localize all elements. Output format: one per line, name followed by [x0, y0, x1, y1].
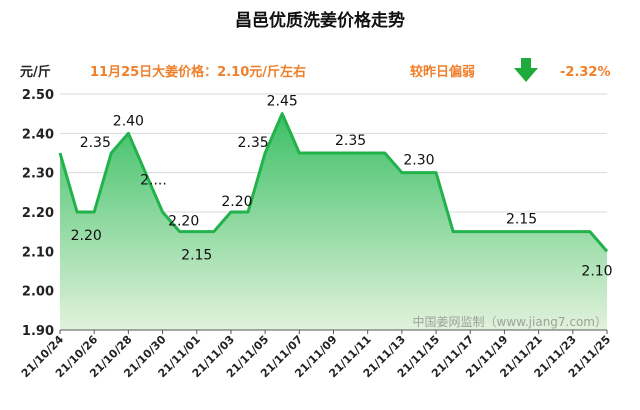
x-axis: 21/10/2421/10/2621/10/2821/10/3021/11/01…: [19, 330, 613, 380]
data-labels: 2.202.352.402....2.202.152.202.352.452.3…: [71, 94, 613, 280]
data-label: 2....: [140, 173, 167, 189]
y-tick-label: 2.40: [22, 127, 54, 142]
data-label: 2.10: [581, 263, 612, 279]
data-label: 2.45: [267, 94, 298, 110]
y-tick-label: 2.50: [22, 88, 54, 103]
change-percent: -2.32%: [560, 65, 611, 80]
compare-label: 较昨日偏弱: [410, 64, 475, 80]
price-info: 11月25日大姜价格：2.10元/斤左右: [90, 64, 306, 80]
y-tick-label: 2.20: [22, 206, 54, 221]
price-area: [60, 113, 607, 330]
watermark: 中国姜网监制（www.jiang7.com）: [413, 314, 607, 329]
price-line: [58, 112, 609, 253]
data-label: 2.15: [181, 248, 212, 264]
data-label: 2.35: [80, 135, 111, 151]
y-tick-label: 2.00: [22, 285, 54, 300]
data-label: 2.15: [506, 212, 537, 228]
y-tick-label: 2.30: [22, 167, 54, 182]
unit-label: 元/斤: [20, 64, 51, 80]
data-label: 2.20: [221, 194, 252, 210]
y-axis: 1.90 2.00 2.10 2.20 2.30 2.40 2.50: [22, 88, 54, 339]
chart-title: 昌邑优质洗姜价格走势: [235, 10, 405, 31]
data-label: 2.20: [71, 228, 102, 244]
data-label: 2.35: [335, 133, 366, 149]
down-arrow-icon: [514, 58, 538, 82]
data-label: 2.30: [403, 153, 434, 169]
data-label: 2.40: [113, 113, 144, 129]
data-label: 2.35: [238, 135, 269, 151]
y-tick-label: 1.90: [22, 324, 54, 339]
data-label: 2.20: [168, 214, 199, 230]
y-tick-label: 2.10: [22, 245, 54, 260]
